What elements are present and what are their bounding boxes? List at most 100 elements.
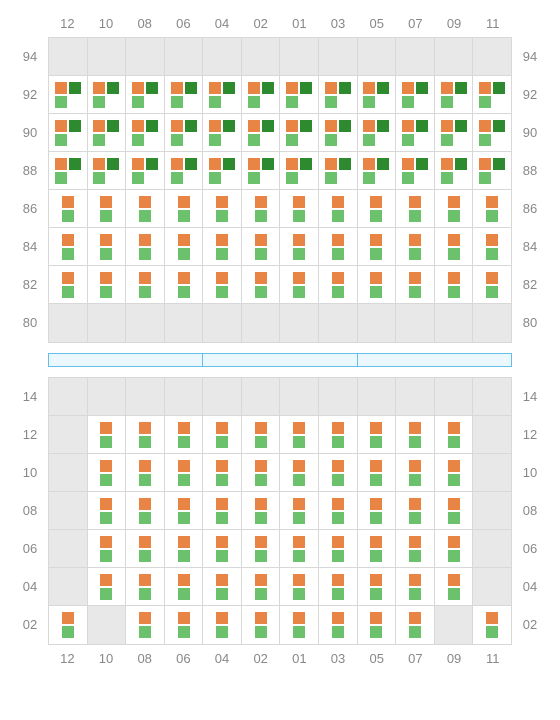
grid-cell[interactable] (473, 114, 511, 151)
grid-cell[interactable] (435, 266, 474, 303)
grid-cell[interactable] (88, 492, 127, 529)
unit-2[interactable] (255, 498, 267, 524)
unit-2[interactable] (409, 498, 421, 524)
unit-3[interactable] (171, 120, 197, 146)
unit-3[interactable] (248, 158, 274, 184)
unit-3[interactable] (402, 82, 428, 108)
unit-2[interactable] (332, 612, 344, 638)
grid-cell[interactable] (358, 492, 397, 529)
unit-3[interactable] (55, 158, 81, 184)
unit-2[interactable] (486, 612, 498, 638)
unit-2[interactable] (62, 612, 74, 638)
grid-cell[interactable] (319, 416, 358, 453)
grid-cell[interactable] (319, 76, 358, 113)
grid-cell[interactable] (396, 492, 435, 529)
unit-3[interactable] (286, 120, 312, 146)
grid-cell[interactable] (435, 152, 474, 189)
unit-2[interactable] (178, 196, 190, 222)
unit-3[interactable] (325, 158, 351, 184)
unit-2[interactable] (332, 234, 344, 260)
grid-cell[interactable] (280, 228, 319, 265)
unit-2[interactable] (332, 196, 344, 222)
unit-2[interactable] (486, 196, 498, 222)
unit-2[interactable] (293, 422, 305, 448)
unit-2[interactable] (100, 422, 112, 448)
grid-cell[interactable] (396, 152, 435, 189)
unit-3[interactable] (441, 82, 467, 108)
grid-cell[interactable] (319, 228, 358, 265)
unit-3[interactable] (93, 82, 119, 108)
unit-2[interactable] (332, 460, 344, 486)
grid-cell[interactable] (165, 568, 204, 605)
unit-2[interactable] (448, 460, 460, 486)
unit-2[interactable] (139, 574, 151, 600)
unit-2[interactable] (100, 574, 112, 600)
grid-cell[interactable] (280, 266, 319, 303)
unit-3[interactable] (171, 158, 197, 184)
grid-cell[interactable] (126, 454, 165, 491)
unit-2[interactable] (139, 234, 151, 260)
grid-cell[interactable] (473, 76, 511, 113)
grid-cell[interactable] (396, 530, 435, 567)
unit-2[interactable] (139, 196, 151, 222)
unit-2[interactable] (293, 536, 305, 562)
unit-2[interactable] (178, 422, 190, 448)
unit-2[interactable] (448, 536, 460, 562)
unit-3[interactable] (363, 158, 389, 184)
grid-cell[interactable] (396, 568, 435, 605)
grid-cell[interactable] (319, 606, 358, 644)
grid-cell[interactable] (358, 530, 397, 567)
unit-2[interactable] (332, 536, 344, 562)
grid-cell[interactable] (49, 76, 88, 113)
unit-3[interactable] (209, 120, 235, 146)
unit-2[interactable] (448, 234, 460, 260)
grid-cell[interactable] (435, 190, 474, 227)
grid-cell[interactable] (242, 416, 281, 453)
grid-cell[interactable] (126, 606, 165, 644)
unit-3[interactable] (248, 82, 274, 108)
grid-cell[interactable] (203, 76, 242, 113)
grid-cell[interactable] (126, 416, 165, 453)
unit-3[interactable] (209, 158, 235, 184)
grid-cell[interactable] (126, 530, 165, 567)
unit-2[interactable] (62, 272, 74, 298)
grid-cell[interactable] (396, 114, 435, 151)
grid-cell[interactable] (358, 606, 397, 644)
unit-2[interactable] (409, 196, 421, 222)
unit-3[interactable] (325, 120, 351, 146)
unit-2[interactable] (255, 272, 267, 298)
grid-cell[interactable] (396, 606, 435, 644)
unit-2[interactable] (370, 460, 382, 486)
unit-3[interactable] (479, 82, 505, 108)
unit-2[interactable] (178, 574, 190, 600)
unit-3[interactable] (402, 120, 428, 146)
unit-3[interactable] (363, 120, 389, 146)
unit-2[interactable] (370, 536, 382, 562)
grid-cell[interactable] (242, 190, 281, 227)
unit-2[interactable] (178, 536, 190, 562)
unit-2[interactable] (486, 234, 498, 260)
grid-cell[interactable] (358, 266, 397, 303)
unit-2[interactable] (409, 612, 421, 638)
grid-cell[interactable] (242, 568, 281, 605)
grid-cell[interactable] (126, 568, 165, 605)
grid-cell[interactable] (165, 530, 204, 567)
unit-2[interactable] (216, 460, 228, 486)
unit-2[interactable] (448, 196, 460, 222)
unit-2[interactable] (332, 498, 344, 524)
grid-cell[interactable] (242, 228, 281, 265)
unit-2[interactable] (448, 574, 460, 600)
grid-cell[interactable] (435, 454, 474, 491)
unit-2[interactable] (178, 272, 190, 298)
grid-cell[interactable] (280, 152, 319, 189)
grid-cell[interactable] (49, 114, 88, 151)
grid-cell[interactable] (203, 266, 242, 303)
grid-cell[interactable] (358, 228, 397, 265)
unit-2[interactable] (370, 498, 382, 524)
unit-2[interactable] (293, 574, 305, 600)
unit-2[interactable] (178, 234, 190, 260)
grid-cell[interactable] (242, 152, 281, 189)
grid-cell[interactable] (358, 416, 397, 453)
grid-cell[interactable] (396, 454, 435, 491)
unit-3[interactable] (132, 158, 158, 184)
